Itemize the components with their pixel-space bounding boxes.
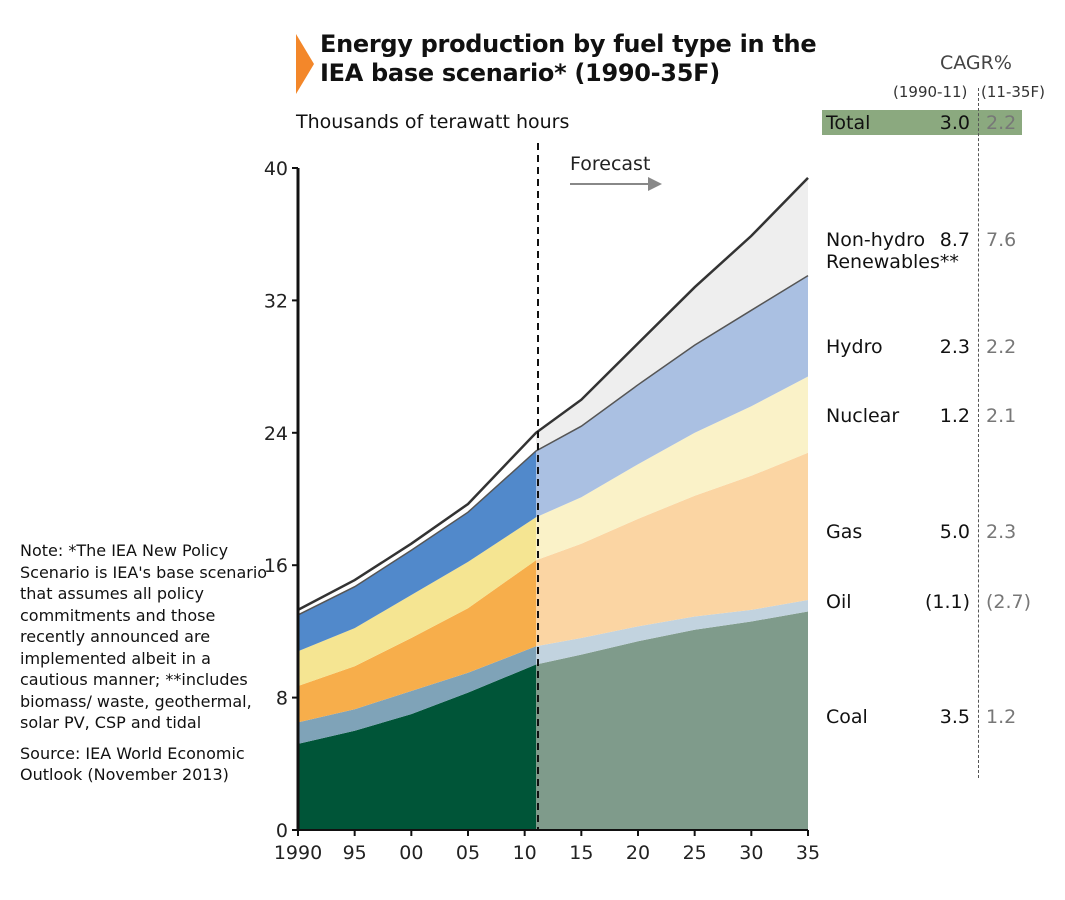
x-tick-label: 30 xyxy=(739,842,763,864)
cagr-value-hydro-11-35: 2.2 xyxy=(986,336,1017,358)
y-tick-label: 8 xyxy=(276,688,288,710)
y-tick-label: 24 xyxy=(264,423,288,445)
source-text: Source: IEA World Economic Outlook (Nove… xyxy=(20,743,245,785)
y-tick-label: 0 xyxy=(276,820,288,842)
area-gas-historical xyxy=(298,560,536,723)
x-tick-label: 05 xyxy=(456,842,480,864)
cagr-value-total-1990-11: 3.0 xyxy=(939,112,970,134)
chart-title-line2: IEA base scenario* (1990-35F) xyxy=(320,59,720,87)
cagr-value-coal-11-35: 1.2 xyxy=(986,706,1017,728)
chart-title-line1: Energy production by fuel type in the xyxy=(320,30,817,58)
x-tick-label: 20 xyxy=(626,842,650,864)
cagr-value-oil-11-35: (2.7) xyxy=(986,591,1032,613)
cagr-value-oil-1990-11: (1.1) xyxy=(924,591,970,613)
cagr-label-coal: Coal xyxy=(826,706,868,728)
cagr-col1-header: (1990-11) xyxy=(893,83,968,101)
x-tick-label: 10 xyxy=(513,842,537,864)
forecast-arrow-icon xyxy=(570,177,662,191)
footnote: Note: *The IEA New Policy Scenario is IE… xyxy=(20,540,270,786)
area-oil-forecast xyxy=(536,600,808,665)
cagr-value-nuclear-11-35: 2.1 xyxy=(986,405,1017,427)
total-row-highlight xyxy=(822,110,1022,135)
note-text: Note: *The IEA New Policy Scenario is IE… xyxy=(20,541,268,732)
cagr-value-total-11-35: 2.2 xyxy=(986,112,1017,134)
cagr-label-nuclear: Nuclear xyxy=(826,405,900,427)
x-tick-label: 35 xyxy=(796,842,820,864)
cagr-label-hydro: Hydro xyxy=(826,336,883,358)
area-hydro-historical xyxy=(298,451,536,652)
y-tick-label: 32 xyxy=(264,290,288,312)
cagr-label-oil: Oil xyxy=(826,591,852,613)
x-tick-label: 15 xyxy=(569,842,593,864)
cagr-value-coal-1990-11: 3.5 xyxy=(939,706,970,728)
cagr-column-divider xyxy=(978,88,979,778)
cagr-value-gas-1990-11: 5.0 xyxy=(939,521,970,543)
cagr-label-gas: Gas xyxy=(826,521,863,543)
x-tick-label: 95 xyxy=(343,842,367,864)
cagr-label-renewables-line2: Renewables** xyxy=(826,251,959,273)
area-gas-forecast xyxy=(536,452,808,647)
cagr-value-nuclear-1990-11: 1.2 xyxy=(939,405,970,427)
y-tick-label: 16 xyxy=(264,555,288,577)
stacked-areas xyxy=(298,177,808,830)
cagr-value-gas-11-35: 2.3 xyxy=(986,521,1017,543)
x-tick-label: 25 xyxy=(683,842,707,864)
area-hydro-forecast xyxy=(536,275,808,518)
y-tick-label: 40 xyxy=(264,158,288,180)
area-coal-forecast xyxy=(536,611,808,830)
area-coal-historical xyxy=(298,664,536,830)
area-nuclear-historical xyxy=(298,517,536,686)
cagr-value-renewables-11-35: 7.6 xyxy=(986,229,1017,251)
chart-subtitle: Thousands of terawatt hours xyxy=(296,111,570,133)
x-tick-label: 00 xyxy=(399,842,423,864)
cagr-value-renewables-1990-11: 8.7 xyxy=(939,229,970,251)
cagr-label-renewables: Non-hydro xyxy=(826,229,926,251)
cagr-value-hydro-1990-11: 2.3 xyxy=(939,336,970,358)
title-arrow-icon xyxy=(296,34,314,94)
area-oil-historical xyxy=(298,646,536,744)
chart-axes: 0 8 16 24 32 40 1990 95 00 05 10 15 20 25 30 35 xyxy=(264,158,820,864)
cagr-heading: CAGR% xyxy=(940,52,1012,74)
series-outlines xyxy=(297,177,809,616)
cagr-col2-header: (11-35F) xyxy=(981,83,1045,101)
line-renew-top xyxy=(297,177,809,612)
forecast-label: Forecast xyxy=(570,153,650,175)
x-tick-label: 1990 xyxy=(274,842,322,864)
area-nuclear-forecast xyxy=(536,376,808,561)
cagr-label-total: Total xyxy=(826,112,871,134)
line-hydro-top xyxy=(297,274,809,616)
